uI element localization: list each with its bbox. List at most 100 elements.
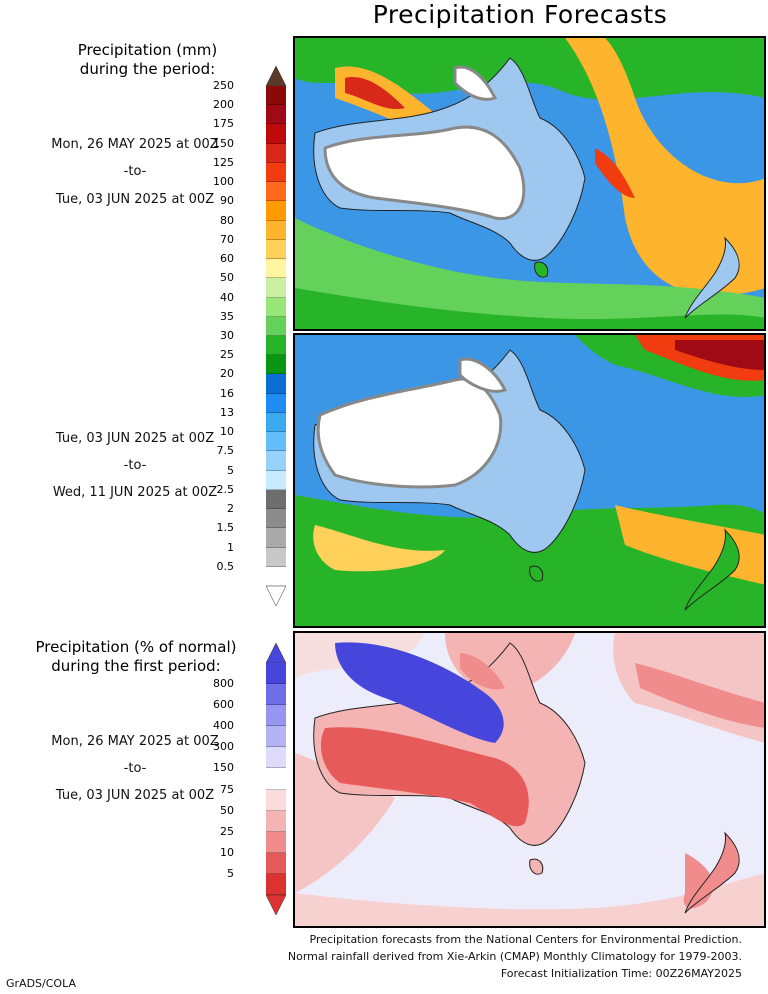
footer-line1: Precipitation forecasts from the Nationa… (309, 933, 743, 946)
colorbar-segment (266, 684, 286, 706)
period2-end: Wed, 11 JUN 2025 at 00Z (52, 485, 218, 500)
colorbar-tick-label: 200 (213, 98, 234, 112)
colorbar-segment (266, 297, 286, 317)
colorbar-segment (266, 810, 286, 832)
period3-end: Tue, 03 JUN 2025 at 00Z (55, 788, 215, 803)
colorbar-segment (266, 316, 286, 336)
footer-line2: Normal rainfall derived from Xie-Arkin (… (287, 950, 742, 963)
colorbar-tick-label: 100 (213, 175, 234, 189)
colorbar-tick-label: 600 (213, 698, 234, 712)
colorbar-segment (266, 278, 286, 298)
anomaly-map-period1 (295, 633, 764, 926)
colorbar-segment (266, 726, 286, 748)
colorbar-tick-label: 90 (220, 194, 234, 208)
period2-separator: -to- (123, 458, 147, 473)
period3-start: Mon, 26 MAY 2025 at 00Z (51, 734, 219, 749)
amount-legend-heading-line1: Precipitation (mm) (77, 41, 218, 59)
colorbar-segment (266, 547, 286, 567)
period3-separator: -to- (123, 761, 147, 776)
anomaly-legend-heading-line1: Precipitation (% of normal) (35, 638, 237, 656)
page-title: Precipitation Forecasts (372, 0, 668, 29)
colorbar-tick-label: 5 (227, 866, 234, 880)
colorbar-tick-label: 0.5 (216, 559, 235, 573)
colorbar-segment (266, 768, 286, 790)
anomaly-colorbar (266, 643, 286, 915)
colorbar-segment (266, 105, 286, 125)
colorbar-segment (266, 162, 286, 183)
colorbar-segment (266, 489, 286, 510)
colorbar-segment (266, 705, 286, 727)
colorbar-tick-label: 2 (227, 502, 234, 516)
map-panel-period2 (293, 333, 766, 628)
colorbar-tick-label: 1 (227, 540, 234, 554)
colorbar-tick-label: 35 (220, 309, 234, 323)
colorbar-segment (266, 873, 286, 895)
precip-map-period2 (295, 335, 764, 626)
colorbar-segment (266, 393, 286, 413)
colorbar-segment (266, 509, 286, 529)
colorbar-segment (266, 355, 286, 375)
colorbar-segment (266, 239, 286, 260)
anomaly-legend-heading-line2: during the first period: (51, 657, 221, 675)
colorbar-bottom-arrow (266, 895, 286, 915)
colorbar-segment (266, 451, 286, 471)
colorbar-tick-label: 70 (220, 232, 234, 246)
map-panel-anomaly (293, 631, 766, 928)
period1-separator: -to- (123, 164, 147, 179)
colorbar-segment (266, 336, 286, 356)
colorbar-segment (266, 374, 286, 394)
colorbar-segment (266, 852, 286, 874)
colorbar-tick-label: 80 (220, 213, 234, 227)
colorbar-tick-label: 800 (213, 677, 234, 691)
colorbar-tick-label: 30 (220, 329, 234, 342)
amount-colorbar (266, 66, 286, 606)
colorbar-segment (266, 470, 286, 490)
colorbar-tick-label: 13 (220, 405, 234, 419)
colorbar-tick-label: 5 (227, 463, 234, 477)
colorbar-tick-label: 10 (220, 845, 234, 859)
colorbar-segment (266, 566, 286, 586)
colorbar-segment (266, 747, 286, 769)
colorbar-segment (266, 831, 286, 853)
colorbar-tick-label: 60 (220, 252, 234, 266)
footer-notes: Precipitation forecasts from the Nationa… (288, 931, 742, 982)
grads-credit: GrADS/COLA (6, 977, 76, 990)
colorbar-segment (266, 789, 286, 811)
colorbar-segment (266, 528, 286, 548)
colorbar-tick-label: 50 (220, 803, 234, 817)
colorbar-bottom-arrow (266, 586, 286, 606)
period1-end: Tue, 03 JUN 2025 at 00Z (55, 192, 215, 207)
colorbar-segment (266, 220, 286, 240)
colorbar-top-arrow (266, 643, 286, 663)
colorbar-tick-label: 20 (220, 367, 234, 381)
colorbar-tick-label: 7.5 (216, 444, 235, 458)
colorbar-segment (266, 412, 286, 433)
colorbar-tick-label: 125 (213, 155, 234, 169)
footer-line3: Forecast Initialization Time: 00Z26MAY20… (500, 967, 742, 980)
amount-legend-heading: Precipitation (mm) during the period: (40, 41, 255, 79)
colorbar-tick-label: 150 (213, 136, 234, 150)
colorbar-tick-label: 50 (220, 271, 234, 285)
colorbar-tick-label: 25 (220, 348, 234, 362)
colorbar-segment (266, 432, 286, 452)
colorbar-segment (266, 201, 286, 221)
colorbar-tick-label: 250 (213, 79, 234, 92)
anomaly-legend-heading: Precipitation (% of normal) during the f… (5, 638, 267, 676)
colorbar-segment (266, 663, 286, 685)
map-panel-period1 (293, 36, 766, 331)
colorbar-tick-label: 16 (220, 386, 234, 400)
colorbar-segment (266, 86, 286, 106)
colorbar-tick-label: 2.5 (216, 482, 235, 496)
colorbar-tick-label: 1.5 (216, 521, 235, 535)
colorbar-tick-label: 75 (220, 782, 234, 796)
colorbar-tick-label: 150 (213, 761, 234, 775)
colorbar-tick-label: 175 (213, 117, 234, 131)
period2-start: Tue, 03 JUN 2025 at 00Z (55, 431, 215, 446)
colorbar-tick-label: 40 (220, 290, 234, 304)
amount-legend-heading-line2: during the period: (79, 60, 216, 78)
colorbar-top-arrow (266, 66, 286, 86)
colorbar-segment (266, 143, 286, 163)
period1-start: Mon, 26 MAY 2025 at 00Z (51, 137, 219, 152)
colorbar-tick-label: 10 (220, 425, 234, 439)
colorbar-segment (266, 182, 286, 202)
